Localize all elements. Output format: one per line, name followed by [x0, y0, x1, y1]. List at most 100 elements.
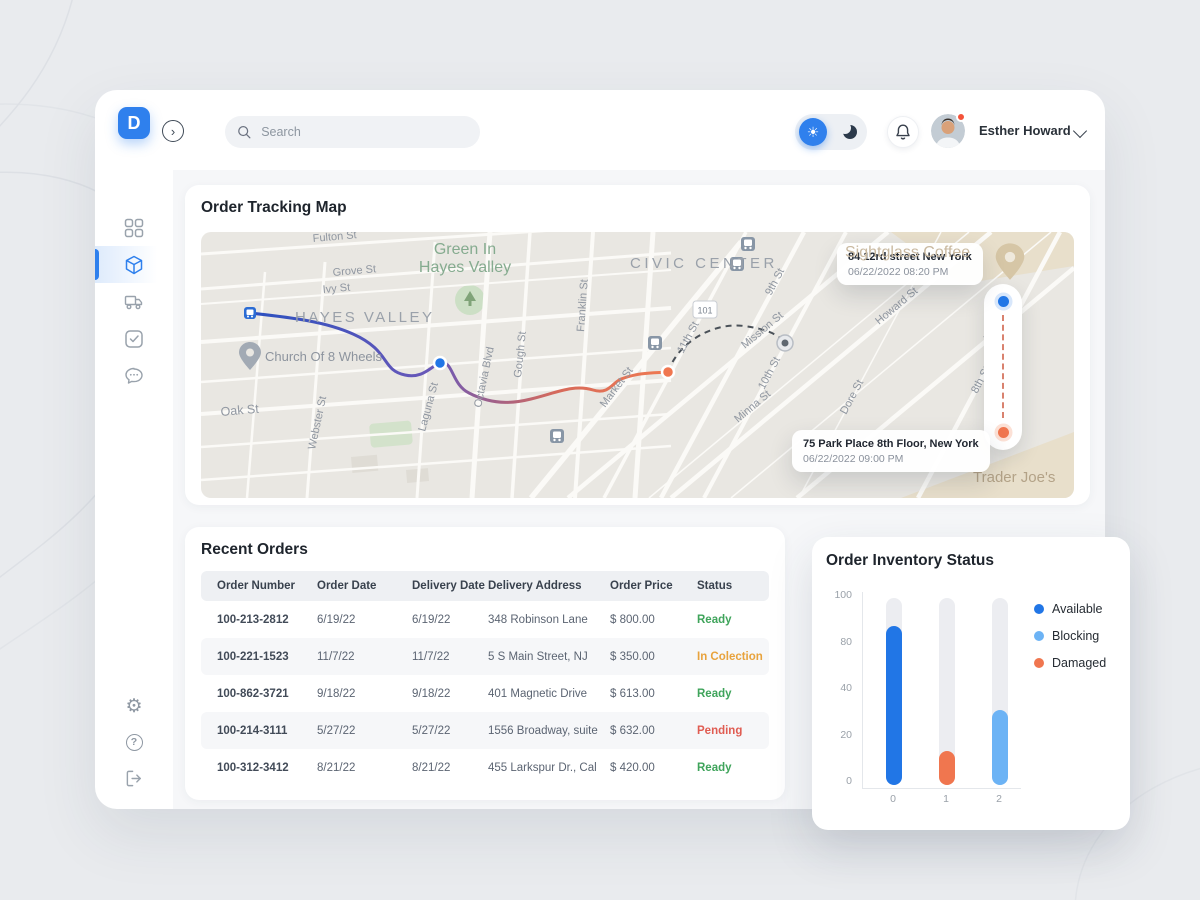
pickup-tooltip[interactable]: 84 12rd street New York 06/22/2022 08:20… — [837, 243, 983, 285]
orders-card-title: Recent Orders — [201, 541, 308, 558]
cell-delivery-date: 5/27/22 — [412, 724, 451, 737]
col-order-date: Order Date — [317, 580, 377, 592]
order-tracking-map-card: Order Tracking Map — [185, 185, 1090, 505]
cell-order-price: $ 613.00 — [610, 687, 655, 700]
truck-icon — [124, 295, 143, 309]
legend-label: Blocking — [1052, 628, 1100, 643]
poi-pin-icon — [995, 243, 1025, 280]
col-delivery-date: Delivery Date — [412, 580, 485, 592]
street-label-webster: Webster St — [306, 395, 329, 451]
bell-icon — [896, 124, 910, 140]
bar-track — [939, 598, 955, 785]
notifications-button[interactable] — [887, 116, 919, 148]
settings-button[interactable]: ⚙ — [95, 688, 173, 724]
dropoff-datetime: 06/22/2022 09:00 PM — [803, 453, 904, 465]
sidebar-item-dashboard[interactable] — [95, 209, 173, 246]
bar-track — [992, 598, 1008, 785]
street-label-dore: Dore St — [838, 378, 866, 417]
street-label-gough: Gough St — [512, 331, 529, 378]
street-label-franklin: Franklin St — [575, 279, 591, 332]
route-progress-tracker — [984, 284, 1022, 450]
bar-available — [886, 626, 902, 785]
y-tick: 40 — [840, 682, 852, 694]
moon-icon[interactable] — [839, 122, 857, 139]
street-label-octavia: Octavia Blvd — [472, 346, 497, 409]
table-row[interactable]: 100-213-2812 6/19/22 6/19/22 348 Robinso… — [201, 601, 769, 638]
tracker-dashed-line — [1002, 315, 1004, 418]
search-box[interactable] — [225, 116, 480, 148]
area-labels: HAYES VALLEY CIVIC CENTER Green In Hayes… — [265, 241, 1055, 486]
dropoff-tooltip[interactable]: 75 Park Place 8th Floor, New York 06/22/… — [792, 430, 990, 472]
table-header: Order Number Order Date Delivery Date De… — [201, 571, 769, 601]
sidebar-item-orders[interactable] — [95, 246, 173, 283]
sidebar-item-tasks[interactable] — [95, 320, 173, 357]
sidebar-expand-button[interactable]: › — [162, 120, 184, 142]
search-icon — [238, 126, 251, 139]
y-tick: 0 — [846, 775, 852, 787]
legend-item-available: Available — [1034, 595, 1106, 622]
poi-label-sightglass: Sightglass Coffee — [845, 244, 971, 261]
cell-order-number: 100-214-3111 — [217, 724, 288, 737]
status-badge: In Colection — [697, 650, 763, 663]
search-input[interactable] — [259, 124, 468, 140]
cell-order-date: 9/18/22 — [317, 687, 356, 700]
pickup-address: 84 12rd street New York — [848, 251, 972, 263]
y-tick: 20 — [840, 728, 852, 741]
street-label-10th: 10th St — [756, 355, 783, 391]
bar-blocking — [992, 710, 1008, 785]
poi-label-trader-joes: Trader Joe's — [973, 469, 1055, 486]
street-label-oak: Oak St — [220, 402, 260, 419]
cell-order-number: 100-213-2812 — [217, 613, 289, 626]
theme-toggle[interactable]: ☀ — [795, 114, 867, 150]
check-square-icon — [125, 329, 143, 348]
chevron-down-icon[interactable] — [1072, 123, 1088, 139]
cell-delivery-address: 5 S Main Street, NJ — [488, 650, 588, 663]
help-button[interactable]: ? — [95, 724, 173, 760]
table-row[interactable]: 100-221-1523 11/7/22 11/7/22 5 S Main St… — [201, 638, 769, 675]
area-label-civic-center: CIVIC CENTER — [630, 255, 778, 272]
status-badge: Ready — [697, 687, 732, 700]
tracking-map[interactable]: 101 Fulton St Grove St Ivy St Oak St Web… — [201, 232, 1074, 498]
dashboard-grid-icon — [124, 218, 144, 237]
logout-icon — [126, 770, 141, 786]
sidebar-item-messages[interactable] — [95, 357, 173, 394]
x-tick: 2 — [996, 793, 1002, 805]
cell-order-number: 100-221-1523 — [217, 650, 289, 663]
logout-button[interactable] — [95, 760, 173, 796]
help-icon: ? — [125, 733, 143, 751]
sidebar-item-delivery[interactable] — [95, 283, 173, 320]
table-row[interactable]: 100-214-3111 5/27/22 5/27/22 1556 Broadw… — [201, 712, 769, 749]
cell-delivery-date: 8/21/22 — [412, 761, 451, 774]
sun-icon[interactable]: ☀ — [799, 118, 827, 146]
table-row[interactable]: 100-862-3721 9/18/22 9/18/22 401 Magneti… — [201, 675, 769, 712]
y-axis-ticks: 100 80 40 20 0 — [822, 589, 852, 787]
dropoff-address: 75 Park Place 8th Floor, New York — [803, 438, 979, 450]
cube-icon — [125, 255, 143, 274]
destination-marker — [776, 334, 794, 352]
highway-101-shield: 101 — [692, 300, 718, 319]
col-order-price: Order Price — [610, 580, 673, 592]
highway-101-label: 101 — [697, 306, 712, 316]
cell-order-date: 5/27/22 — [317, 724, 356, 737]
col-order-number: Order Number — [217, 580, 295, 592]
cell-delivery-address: 401 Magnetic Drive — [488, 687, 588, 700]
app-logo[interactable]: D — [118, 107, 150, 139]
cell-order-date: 6/19/22 — [317, 613, 356, 626]
legend-item-damaged: Damaged — [1034, 649, 1106, 676]
transit-station-icons — [550, 237, 755, 443]
y-tick: 100 — [834, 589, 852, 601]
map-card-title: Order Tracking Map — [201, 199, 347, 216]
y-tick: 80 — [840, 635, 852, 648]
route-line — [248, 311, 670, 404]
cell-order-price: $ 632.00 — [610, 724, 655, 737]
cell-order-price: $ 420.00 — [610, 761, 655, 774]
cell-delivery-address: 1556 Broadway, suite — [488, 724, 598, 737]
legend-label: Damaged — [1052, 655, 1107, 670]
status-badge: Ready — [697, 613, 732, 626]
pickup-datetime: 06/22/2022 08:20 PM — [848, 266, 949, 278]
legend-label: Available — [1052, 601, 1103, 616]
avatar[interactable] — [931, 114, 965, 148]
table-row[interactable]: 100-312-3412 8/21/22 8/21/22 455 Larkspu… — [201, 749, 769, 786]
cell-delivery-address: 455 Larkspur Dr., Cal — [488, 761, 597, 774]
